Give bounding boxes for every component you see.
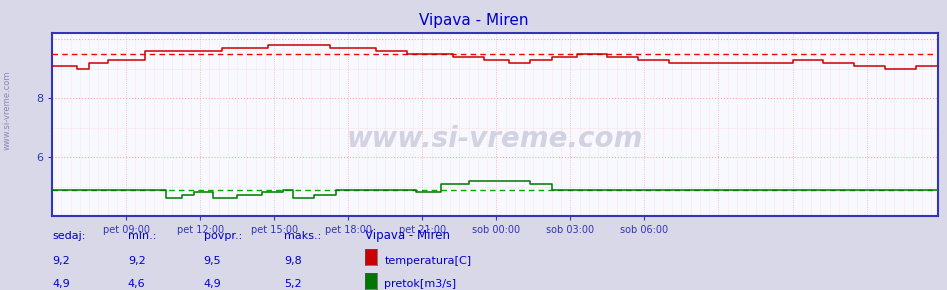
Text: 9,2: 9,2 [128,256,146,266]
Text: povpr.:: povpr.: [204,231,241,241]
Text: 5,2: 5,2 [284,279,302,289]
Text: 4,6: 4,6 [128,279,146,289]
Text: 9,2: 9,2 [52,256,70,266]
Text: Vipava - Miren: Vipava - Miren [419,13,528,28]
Text: 9,8: 9,8 [284,256,302,266]
Text: pretok[m3/s]: pretok[m3/s] [384,279,456,289]
Text: min.:: min.: [128,231,156,241]
Text: www.si-vreme.com: www.si-vreme.com [347,125,643,153]
Text: Vipava - Miren: Vipava - Miren [365,229,450,242]
Text: 4,9: 4,9 [204,279,222,289]
Text: www.si-vreme.com: www.si-vreme.com [3,70,12,150]
Text: 9,5: 9,5 [204,256,222,266]
Text: temperatura[C]: temperatura[C] [384,256,472,266]
Text: 4,9: 4,9 [52,279,70,289]
Text: sedaj:: sedaj: [52,231,85,241]
Text: maks.:: maks.: [284,231,321,241]
